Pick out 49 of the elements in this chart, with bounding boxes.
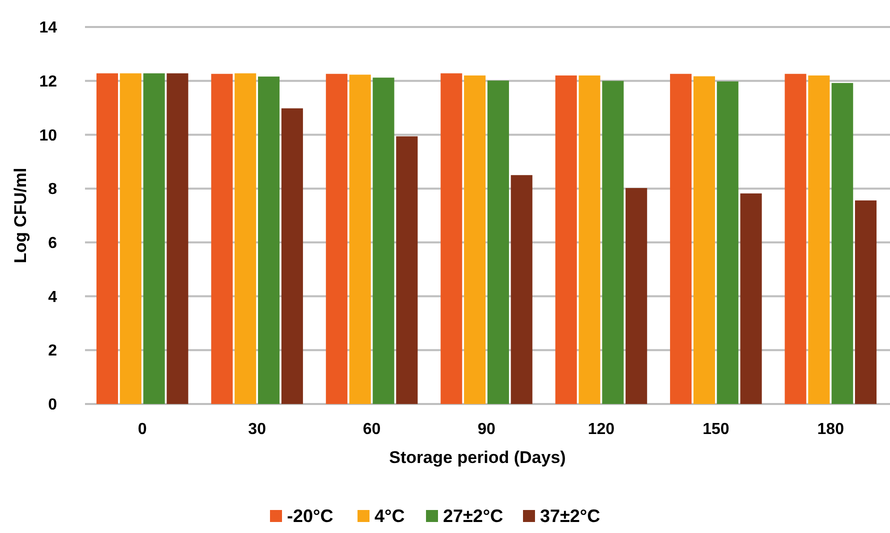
y-axis-title: Log CFU/ml <box>11 168 30 264</box>
bar <box>626 188 648 404</box>
x-axis-title: Storage period (Days) <box>389 448 566 467</box>
bar <box>96 73 118 404</box>
y-tick-label: 6 <box>48 235 58 252</box>
x-tick-label: 30 <box>248 421 266 438</box>
bar <box>396 136 418 404</box>
bar <box>716 81 738 404</box>
y-tick-label: 4 <box>48 288 58 306</box>
bar <box>854 200 877 404</box>
y-tick-label: 8 <box>48 181 58 198</box>
bar <box>120 73 142 404</box>
x-tick-label: 120 <box>588 421 615 438</box>
bar <box>258 76 280 404</box>
x-tick-label: 180 <box>817 421 844 438</box>
x-tick-label: 90 <box>478 421 496 438</box>
legend-label: -20°C <box>287 506 334 526</box>
y-tick-label: 14 <box>39 20 58 37</box>
legend-label: 37±2°C <box>540 506 600 526</box>
y-tick-label: 2 <box>48 342 58 360</box>
x-tick-label: 0 <box>138 421 147 438</box>
bar <box>464 75 486 404</box>
bar <box>555 75 577 404</box>
bar <box>578 75 600 404</box>
bar <box>784 74 806 404</box>
bar <box>372 78 394 404</box>
bar <box>740 193 762 404</box>
x-tick-label: 150 <box>702 421 730 438</box>
bar <box>326 74 348 404</box>
bar <box>166 73 188 404</box>
x-tick-label: 60 <box>362 421 381 438</box>
bar <box>234 73 256 404</box>
bar <box>670 74 692 404</box>
y-tick-label: 10 <box>39 127 58 144</box>
bar <box>487 80 509 404</box>
bar <box>602 80 624 404</box>
legend-label: 4°C <box>374 506 405 526</box>
bar <box>349 74 371 404</box>
bar <box>510 175 532 404</box>
bar <box>211 74 233 404</box>
bar <box>808 75 830 404</box>
bar <box>832 83 854 404</box>
bar <box>440 73 462 404</box>
y-tick-label: 0 <box>48 396 58 414</box>
legend-label: 27±2°C <box>443 506 504 526</box>
bar <box>143 73 165 404</box>
y-tick-label: 12 <box>39 73 58 90</box>
bar <box>281 108 303 404</box>
bar <box>693 76 715 404</box>
